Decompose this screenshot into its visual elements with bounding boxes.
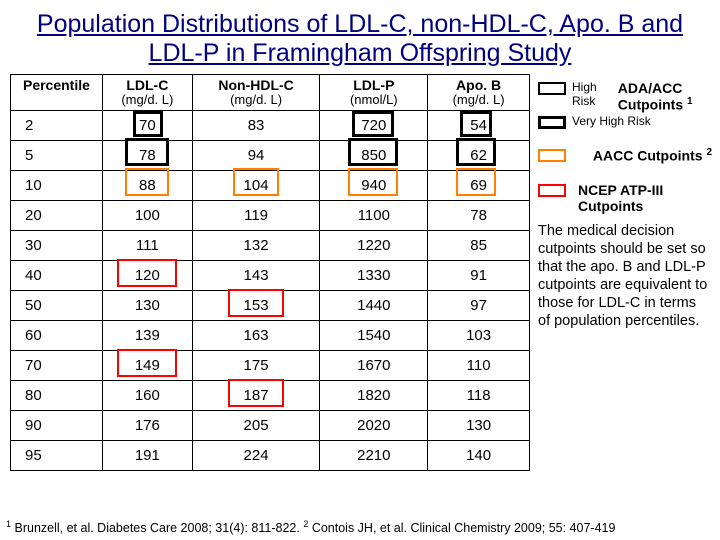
table-cell: 104 xyxy=(192,171,320,201)
ncep-caption: NCEP ATP-III Cutpoints xyxy=(578,182,712,214)
table-cell: 1440 xyxy=(320,291,428,321)
table-cell: 163 xyxy=(192,321,320,351)
table-cell: 1820 xyxy=(320,381,428,411)
table-row: 108810494069 xyxy=(11,171,530,201)
distribution-table: PercentileLDL-C(mg/d. L)Non-HDL-C(mg/d. … xyxy=(10,74,530,472)
table-cell: 54 xyxy=(428,111,530,141)
table-row: 801601871820118 xyxy=(11,381,530,411)
ada-caption: ADA/ACC Cutpoints 1 xyxy=(618,80,712,113)
table-cell: 10 xyxy=(11,171,103,201)
table-cell: 83 xyxy=(192,111,320,141)
table-row: 901762052020130 xyxy=(11,411,530,441)
table-cell: 205 xyxy=(192,411,320,441)
table-cell: 5 xyxy=(11,141,103,171)
table-cell: 80 xyxy=(11,381,103,411)
swatch-ncep xyxy=(538,184,566,197)
table-cell: 85 xyxy=(428,231,530,261)
table-cell: 176 xyxy=(102,411,192,441)
table-cell: 91 xyxy=(428,261,530,291)
table-cell: 78 xyxy=(428,201,530,231)
table-cell: 149 xyxy=(102,351,192,381)
legend-ada: High Risk ADA/ACC Cutpoints 1 Very High … xyxy=(538,80,712,130)
table-row: 601391631540103 xyxy=(11,321,530,351)
table-cell: 2 xyxy=(11,111,103,141)
table-cell: 120 xyxy=(102,261,192,291)
table-wrap: PercentileLDL-C(mg/d. L)Non-HDL-C(mg/d. … xyxy=(10,74,530,472)
legend-panel: High Risk ADA/ACC Cutpoints 1 Very High … xyxy=(530,74,716,472)
col-header: Apo. B(mg/d. L) xyxy=(428,74,530,111)
decision-note: The medical decision cutpoints should be… xyxy=(538,222,712,331)
col-header: Percentile xyxy=(11,74,103,111)
table-cell: 70 xyxy=(11,351,103,381)
table-row: 701491751670110 xyxy=(11,351,530,381)
table-cell: 94 xyxy=(192,141,320,171)
table-cell: 111 xyxy=(102,231,192,261)
label-high-risk: High Risk xyxy=(572,80,606,108)
swatch-ada-high xyxy=(538,82,566,95)
table-cell: 187 xyxy=(192,381,320,411)
content-area: PercentileLDL-C(mg/d. L)Non-HDL-C(mg/d. … xyxy=(0,74,720,472)
table-cell: 95 xyxy=(11,441,103,471)
table-cell: 160 xyxy=(102,381,192,411)
table-cell: 130 xyxy=(102,291,192,321)
table-cell: 175 xyxy=(192,351,320,381)
table-cell: 940 xyxy=(320,171,428,201)
table-cell: 60 xyxy=(11,321,103,351)
table-cell: 118 xyxy=(428,381,530,411)
table-row: 50130153144097 xyxy=(11,291,530,321)
table-row: 20100119110078 xyxy=(11,201,530,231)
table-cell: 103 xyxy=(428,321,530,351)
table-cell: 130 xyxy=(428,411,530,441)
table-cell: 78 xyxy=(102,141,192,171)
legend-aacc: AACC Cutpoints 2 xyxy=(538,147,712,164)
table-row: 30111132122085 xyxy=(11,231,530,261)
table-cell: 70 xyxy=(102,111,192,141)
table-cell: 50 xyxy=(11,291,103,321)
aacc-caption: AACC Cutpoints 2 xyxy=(593,147,712,164)
legend-ncep: NCEP ATP-III Cutpoints xyxy=(538,182,712,214)
table-cell: 2210 xyxy=(320,441,428,471)
table-cell: 30 xyxy=(11,231,103,261)
table-cell: 132 xyxy=(192,231,320,261)
swatch-ada-veryhigh xyxy=(538,116,566,129)
table-cell: 1670 xyxy=(320,351,428,381)
swatch-aacc xyxy=(538,149,566,162)
table-cell: 191 xyxy=(102,441,192,471)
table-cell: 97 xyxy=(428,291,530,321)
table-row: 951912242210140 xyxy=(11,441,530,471)
footer-refs: 1 Brunzell, et al. Diabetes Care 2008; 3… xyxy=(6,519,714,536)
table-cell: 1330 xyxy=(320,261,428,291)
table-cell: 139 xyxy=(102,321,192,351)
table-cell: 40 xyxy=(11,261,103,291)
table-cell: 110 xyxy=(428,351,530,381)
table-cell: 140 xyxy=(428,441,530,471)
table-cell: 720 xyxy=(320,111,428,141)
table-cell: 153 xyxy=(192,291,320,321)
col-header: LDL-C(mg/d. L) xyxy=(102,74,192,111)
table-cell: 62 xyxy=(428,141,530,171)
table-cell: 2020 xyxy=(320,411,428,441)
table-cell: 1540 xyxy=(320,321,428,351)
table-cell: 119 xyxy=(192,201,320,231)
table-cell: 69 xyxy=(428,171,530,201)
table-cell: 100 xyxy=(102,201,192,231)
table-cell: 88 xyxy=(102,171,192,201)
table-row: 40120143133091 xyxy=(11,261,530,291)
table-cell: 1100 xyxy=(320,201,428,231)
table-cell: 1220 xyxy=(320,231,428,261)
page-title: Population Distributions of LDL-C, non-H… xyxy=(0,0,720,74)
col-header: LDL-P(nmol/L) xyxy=(320,74,428,111)
col-header: Non-HDL-C(mg/d. L) xyxy=(192,74,320,111)
table-cell: 20 xyxy=(11,201,103,231)
table-cell: 143 xyxy=(192,261,320,291)
table-row: 5789485062 xyxy=(11,141,530,171)
table-row: 2708372054 xyxy=(11,111,530,141)
table-cell: 224 xyxy=(192,441,320,471)
table-cell: 850 xyxy=(320,141,428,171)
label-veryhigh-risk: Very High Risk xyxy=(572,114,651,128)
table-cell: 90 xyxy=(11,411,103,441)
